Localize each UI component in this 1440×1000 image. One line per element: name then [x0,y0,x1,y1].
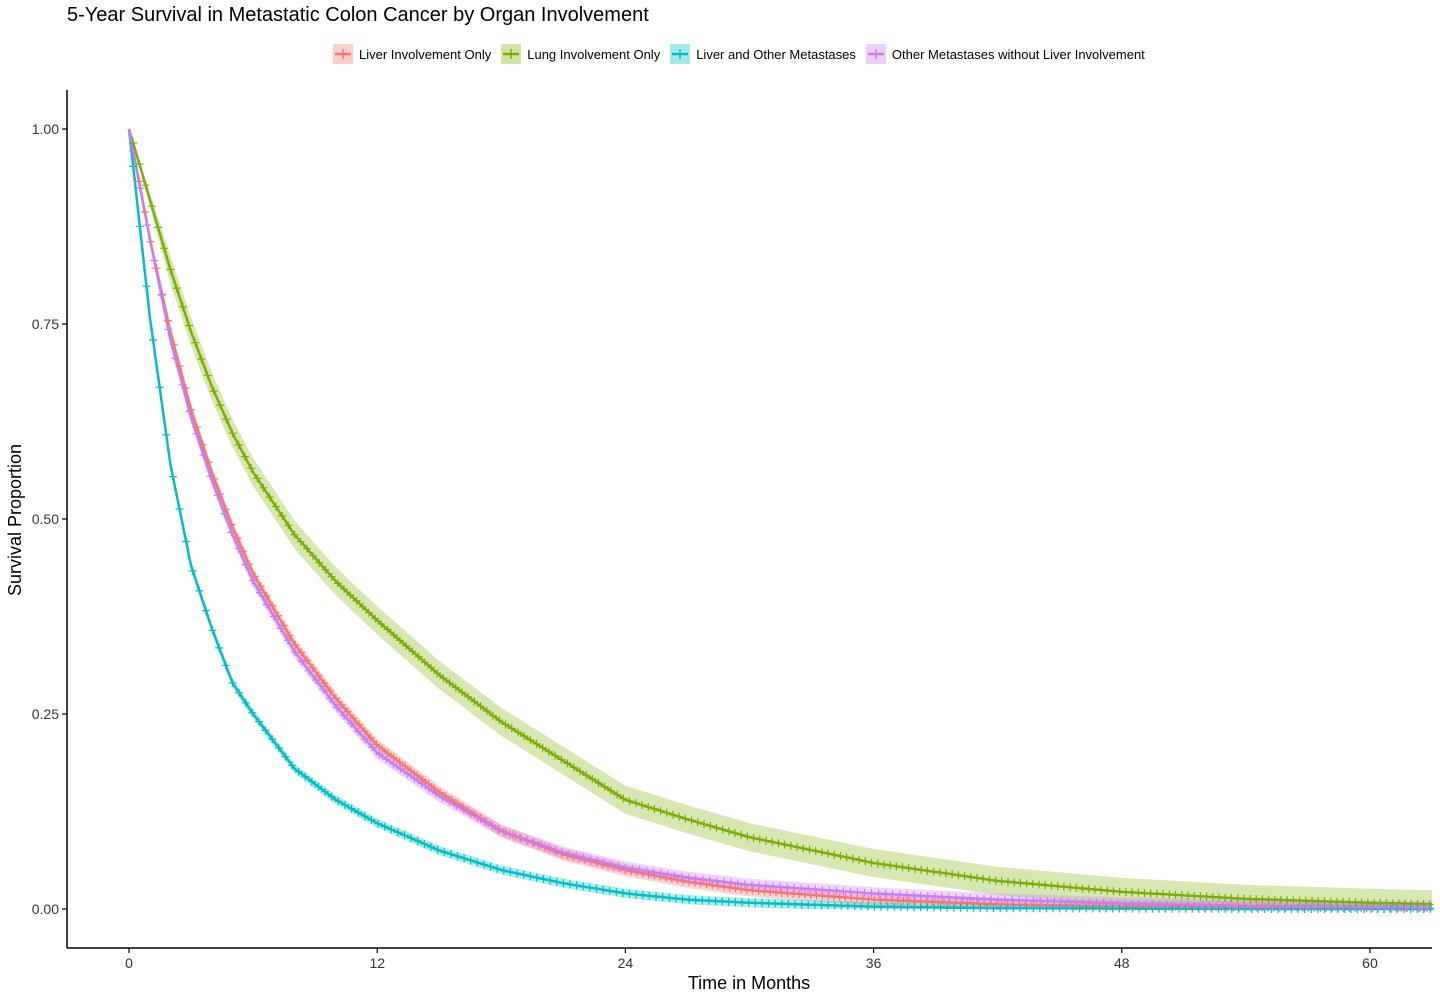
legend-item-liver-only: Liver Involvement Only [333,44,491,64]
confidence-bands [129,129,1432,909]
legend-swatch [333,44,353,64]
censor-ticks-2 [129,162,1435,913]
x-tick-label: 0 [125,955,133,971]
x-tick-label: 60 [1362,955,1378,971]
y-tick-label: 0.75 [32,316,59,332]
x-tick-label: 24 [618,955,634,971]
censor-marks [129,139,1435,913]
legend-label: Liver Involvement Only [359,46,492,62]
survival-curves [127,128,1432,911]
legend-item-lung-only: Lung Involvement Only [501,44,660,64]
y-axis-label: Survival Proportion [5,444,25,596]
legend-swatch [501,44,522,64]
legend-key [333,44,353,64]
legend-label: Liver and Other Metastases [696,46,856,62]
x-axis-label: Time in Months [688,973,810,993]
ci-band-0 [129,129,1432,909]
axes: 0 12 24 36 48 60 0.00 0.25 0.50 0.75 1.00 [32,90,1432,971]
legend-swatch [670,44,691,64]
y-tick-label: 0.00 [32,901,59,917]
legend-key [670,44,691,64]
survival-curve-3 [127,128,1432,910]
survival-curve-0 [127,128,1432,910]
ci-band-1 [129,129,1432,909]
y-tick-label: 0.50 [32,511,59,527]
x-tick-label: 48 [1114,955,1130,971]
censor-ticks-3 [129,146,1431,913]
censor-ticks-1 [129,139,1434,909]
legend: Liver Involvement Only Lung Involvement … [333,44,1145,64]
censor-ticks-0 [129,146,1435,913]
legend-item-other-no-liver: Other Metastases without Liver Involveme… [865,44,1145,64]
legend-key [501,44,522,64]
legend-label: Lung Involvement Only [527,46,661,62]
x-tick-label: 36 [866,955,882,971]
legend-key [865,44,886,64]
ci-band-3 [129,129,1432,909]
legend-label: Other Metastases without Liver Involveme… [891,46,1145,62]
ci-band-2 [129,129,1432,909]
y-tick-label: 0.25 [32,706,59,722]
survival-curve-1 [127,128,1432,906]
y-tick-label: 1.00 [32,121,59,137]
legend-item-liver-and-other: Liver and Other Metastases [670,44,856,64]
legend-swatch [865,44,886,64]
survival-curve-2 [127,128,1432,911]
x-tick-label: 12 [369,955,385,971]
chart-title: 5-Year Survival in Metastatic Colon Canc… [67,4,649,26]
